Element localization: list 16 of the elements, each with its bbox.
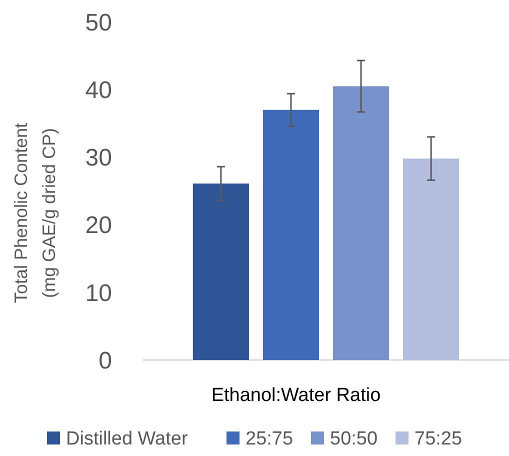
y-tick-label: 10 xyxy=(85,280,112,307)
y-axis-title: Total Phenolic Content (mg GAE/g dried CP) xyxy=(11,122,59,304)
legend-label: Distilled Water xyxy=(66,428,188,450)
y-tick-label: 40 xyxy=(85,77,112,104)
bar xyxy=(262,110,319,360)
x-axis-title: Ethanol:Water Ratio xyxy=(211,385,381,406)
legend-label: 75:25 xyxy=(414,428,462,450)
y-tick-label: 30 xyxy=(85,144,112,172)
legend-label: 50:50 xyxy=(330,428,378,450)
y-tick-label: 20 xyxy=(85,212,112,240)
bar xyxy=(192,184,249,360)
y-tick-label: 0 xyxy=(98,347,112,374)
y-tick-label: 50 xyxy=(85,9,112,36)
bar xyxy=(333,86,390,360)
legend-label: 25:75 xyxy=(246,428,294,450)
bar xyxy=(403,158,460,360)
